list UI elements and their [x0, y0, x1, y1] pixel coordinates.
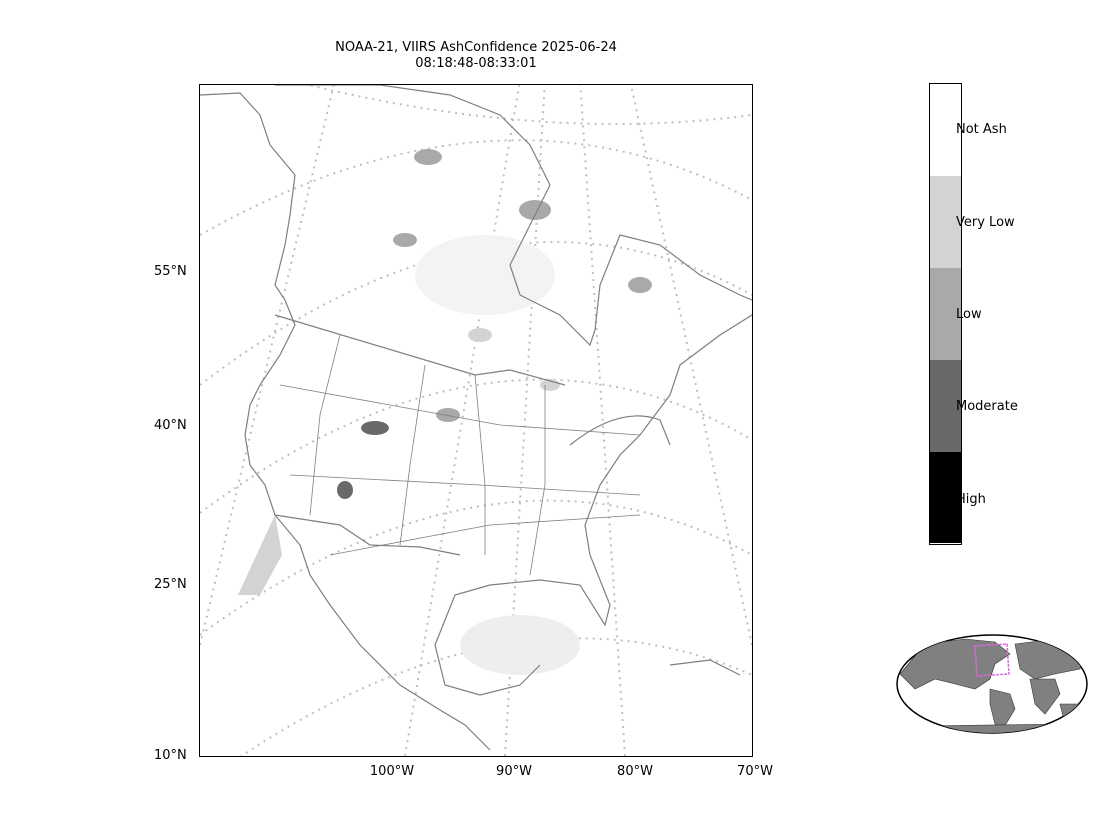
colorbar-label-moderate: Moderate	[956, 399, 1018, 414]
land-antarctica	[914, 723, 1076, 733]
globe-inset	[895, 634, 1089, 740]
ash-plume-very-low	[238, 515, 282, 595]
title-line-1: NOAA-21, VIIRS AshConfidence 2025-06-24	[335, 40, 617, 55]
ash-patch-moderate	[361, 421, 389, 435]
ash-patch-very-low	[460, 615, 580, 675]
colorbar-segment-very-low	[930, 176, 961, 268]
state-border	[309, 334, 341, 516]
ash-patch-low	[393, 233, 417, 247]
state-border	[279, 384, 641, 436]
colorbar-label-low: Low	[956, 307, 982, 322]
graticule-line	[200, 378, 752, 514]
coastline-caribbean	[669, 659, 741, 676]
colorbar-segment-not-ash	[930, 84, 961, 176]
lon-label-90w: 90°W	[496, 764, 532, 779]
state-border	[289, 474, 641, 496]
land-africa	[1029, 678, 1061, 715]
colorbar-label-very-low: Very Low	[956, 215, 1015, 230]
graticule-line	[305, 85, 752, 125]
coastline-great-lakes	[569, 415, 671, 446]
coastline-east	[434, 314, 752, 696]
lat-label-55n: 55°N	[154, 264, 187, 279]
map-panel	[199, 84, 753, 757]
colorbar-label-high: High	[956, 492, 986, 507]
border-us-canada	[274, 314, 566, 386]
coastlines	[200, 85, 752, 751]
state-border	[399, 364, 426, 546]
colorbar-segment-moderate	[930, 360, 961, 452]
border-us-mexico	[274, 514, 461, 556]
graticule-line	[200, 85, 335, 646]
map-canvas	[200, 85, 752, 756]
coastline-north	[275, 85, 752, 347]
graticule-line	[200, 139, 752, 236]
ash-patch-low	[519, 200, 551, 220]
colorbar-segment-high	[930, 452, 961, 543]
ash-patch-very-low	[415, 235, 555, 315]
globe-land	[899, 638, 1086, 733]
title-line-2: 08:18:48-08:33:01	[415, 56, 537, 71]
lon-label-80w: 80°W	[617, 764, 653, 779]
state-border	[529, 385, 546, 576]
ash-patch-low	[628, 277, 652, 293]
lat-label-25n: 25°N	[154, 577, 187, 592]
ash-patch-very-low	[468, 328, 492, 342]
state-borders	[279, 334, 641, 576]
state-border	[474, 374, 486, 555]
ash-patch-low	[436, 408, 460, 422]
lat-label-10n: 10°N	[154, 748, 187, 763]
ash-confidence-colorbar	[929, 83, 962, 545]
graticule-line	[579, 85, 626, 756]
coastline-west	[200, 92, 491, 751]
ash-patch-moderate	[337, 481, 353, 499]
map-title: NOAA-21, VIIRS AshConfidence 2025-06-24 …	[200, 40, 752, 72]
colorbar-segment-low	[930, 268, 961, 360]
ash-patch-low	[414, 149, 442, 165]
land-north-america	[899, 638, 1011, 690]
inset-extent-box	[974, 643, 1010, 677]
lon-label-70w: 70°W	[737, 764, 773, 779]
land-australia	[1059, 703, 1081, 717]
graticule-line	[239, 637, 752, 756]
lat-label-40n: 40°N	[154, 418, 187, 433]
lon-label-100w: 100°W	[369, 764, 415, 779]
globe-inset-map	[896, 634, 1088, 734]
graticule-line	[200, 499, 752, 636]
colorbar-label-not-ash: Not Ash	[956, 122, 1007, 137]
state-border	[329, 514, 641, 556]
graticule-line	[630, 85, 752, 646]
